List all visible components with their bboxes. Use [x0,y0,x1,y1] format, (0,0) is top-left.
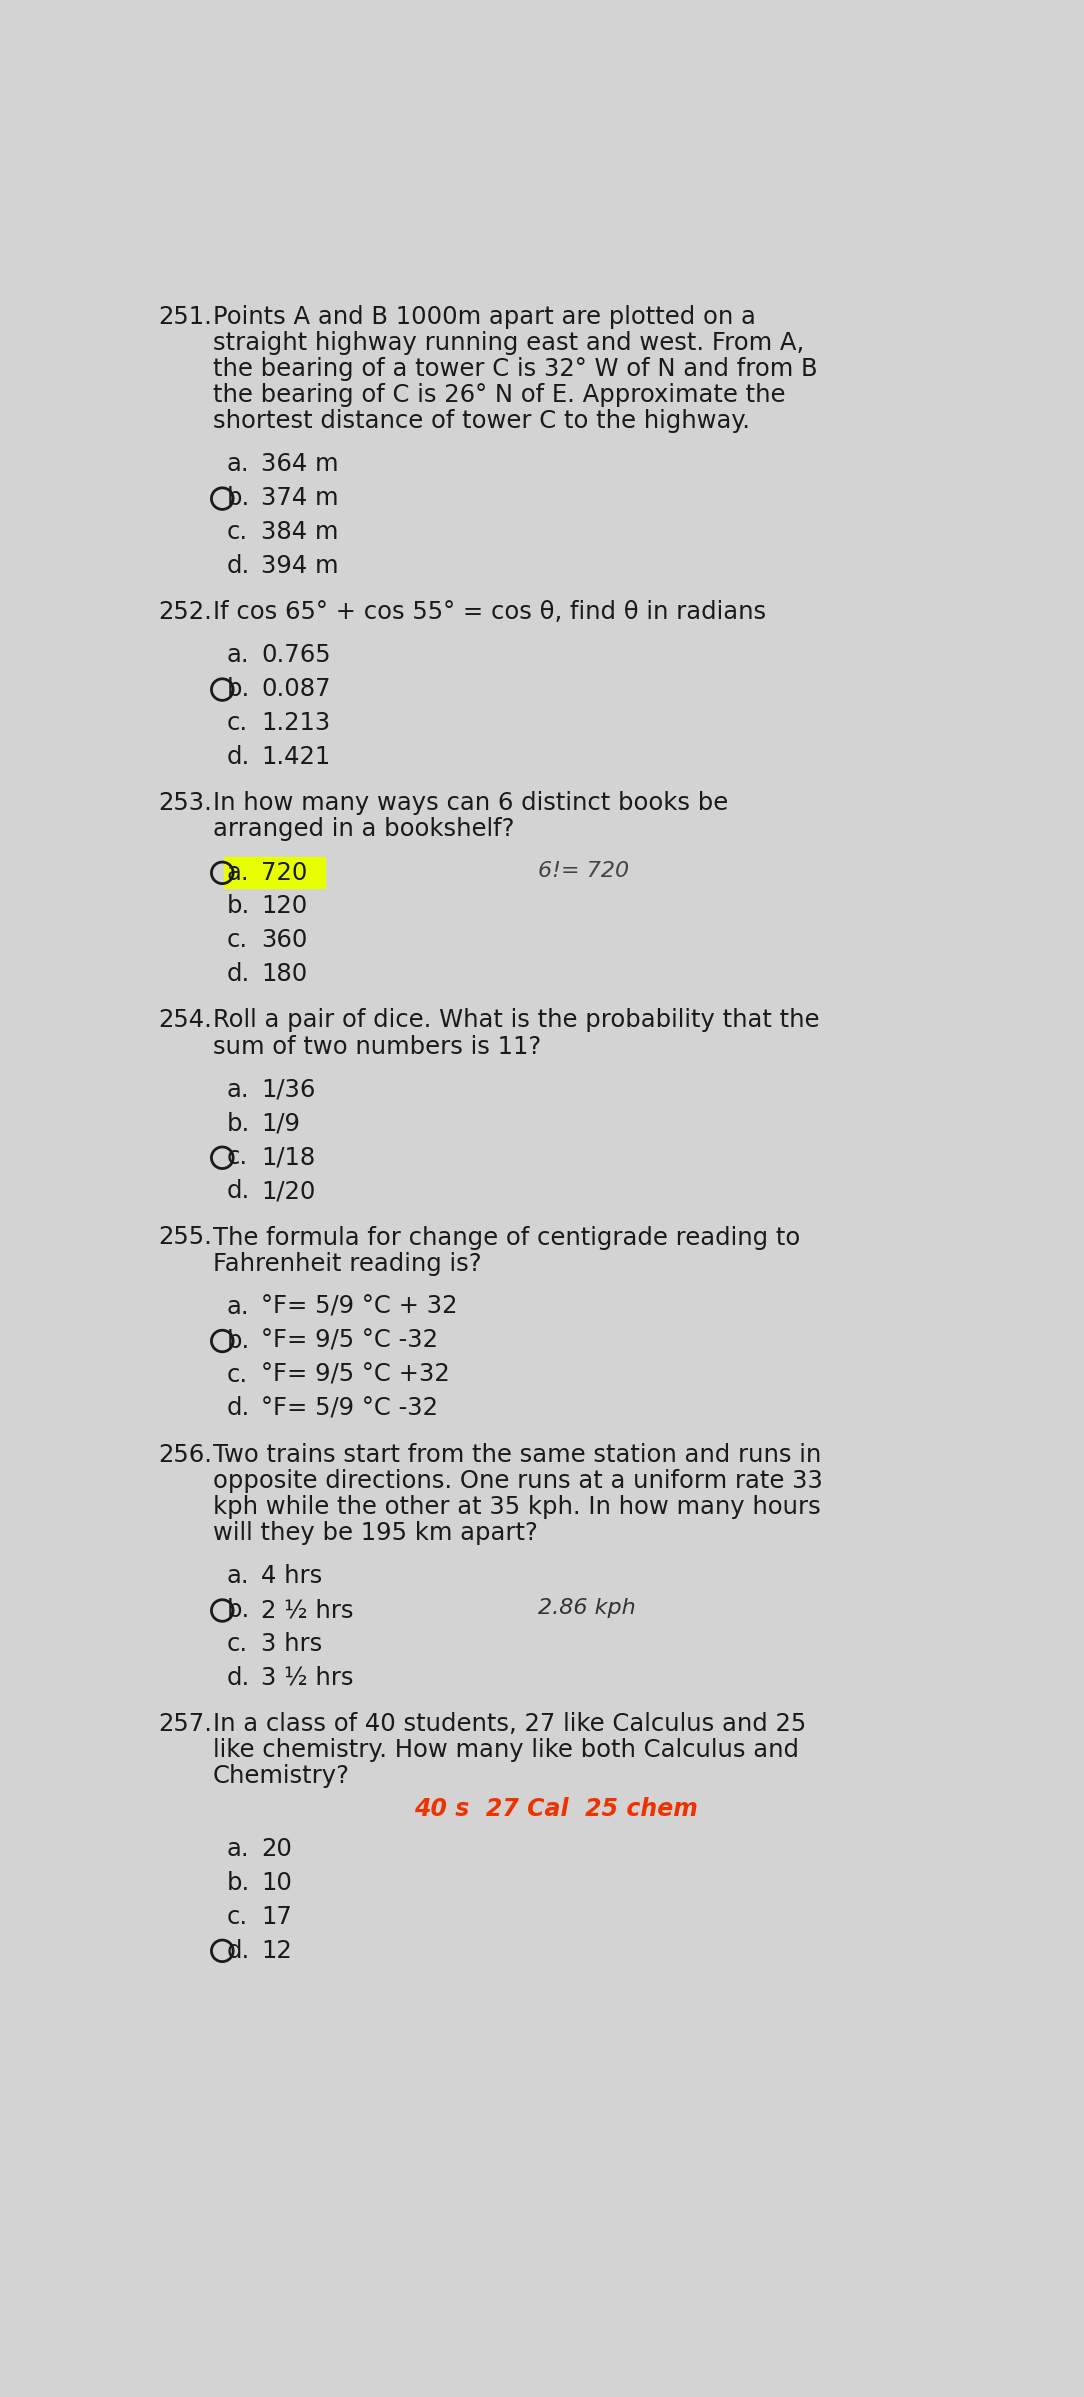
Text: a.: a. [227,861,249,884]
Text: Points A and B 1000m apart are plotted on a: Points A and B 1000m apart are plotted o… [212,304,756,328]
Text: If cos 65° + cos 55° = cos θ, find θ in radians: If cos 65° + cos 55° = cos θ, find θ in … [212,599,766,623]
Text: d.: d. [227,961,250,985]
Text: 1/18: 1/18 [261,1146,315,1170]
Text: Chemistry?: Chemistry? [212,1764,350,1788]
Text: 364 m: 364 m [261,453,338,477]
Text: 20: 20 [261,1836,292,1860]
Text: b.: b. [227,1870,250,1894]
Text: 1.421: 1.421 [261,745,331,769]
Text: 384 m: 384 m [261,520,338,544]
Text: °F= 9/5 °C +32: °F= 9/5 °C +32 [261,1361,450,1385]
Text: 2 ½ hrs: 2 ½ hrs [261,1599,353,1623]
Text: 1/9: 1/9 [261,1112,300,1136]
Text: a.: a. [227,1294,249,1318]
Text: Two trains start from the same station and runs in: Two trains start from the same station a… [212,1443,822,1467]
Text: will they be 195 km apart?: will they be 195 km apart? [212,1522,538,1546]
Text: In a class of 40 students, 27 like Calculus and 25: In a class of 40 students, 27 like Calcu… [212,1711,806,1735]
Text: straight highway running east and west. From A,: straight highway running east and west. … [212,331,804,355]
Text: b.: b. [227,487,250,511]
Text: c.: c. [227,1906,248,1930]
Text: 253.: 253. [158,791,212,815]
Text: c.: c. [227,1632,248,1656]
Text: a.: a. [227,1079,249,1103]
Text: d.: d. [227,745,250,769]
Text: a.: a. [227,1836,249,1860]
Text: 360: 360 [261,928,308,952]
Text: c.: c. [227,712,248,736]
Text: Fahrenheit reading is?: Fahrenheit reading is? [212,1251,481,1275]
Text: °F= 5/9 °C -32: °F= 5/9 °C -32 [261,1397,438,1421]
Text: c.: c. [227,520,248,544]
Text: kph while the other at 35 kph. In how many hours: kph while the other at 35 kph. In how ma… [212,1496,821,1520]
Text: 2.86 kph: 2.86 kph [539,1599,636,1618]
Text: the bearing of C is 26° N of E. Approximate the: the bearing of C is 26° N of E. Approxim… [212,384,786,407]
Text: 40 s  27 Cal  25 chem: 40 s 27 Cal 25 chem [414,1798,698,1822]
Text: d.: d. [227,1666,250,1690]
Text: 256.: 256. [158,1443,212,1467]
Text: The formula for change of centigrade reading to: The formula for change of centigrade rea… [212,1225,800,1249]
Text: 17: 17 [261,1906,292,1930]
Text: 0.765: 0.765 [261,642,331,666]
Text: 374 m: 374 m [261,487,338,511]
Text: 254.: 254. [158,1009,212,1033]
Text: shortest distance of tower C to the highway.: shortest distance of tower C to the high… [212,410,750,434]
Text: opposite directions. One runs at a uniform rate 33: opposite directions. One runs at a unifo… [212,1469,823,1493]
Text: sum of two numbers is 11?: sum of two numbers is 11? [212,1036,541,1059]
Text: b.: b. [227,1112,250,1136]
Text: d.: d. [227,1939,250,1963]
Text: the bearing of a tower C is 32° W of N and from B: the bearing of a tower C is 32° W of N a… [212,357,817,381]
Text: 0.087: 0.087 [261,678,331,702]
Text: b.: b. [227,678,250,702]
Text: arranged in a bookshelf?: arranged in a bookshelf? [212,817,515,841]
Text: °F= 5/9 °C + 32: °F= 5/9 °C + 32 [261,1294,457,1318]
Text: d.: d. [227,1397,250,1421]
Bar [224,858,324,889]
Text: a.: a. [227,1565,249,1589]
Text: 3 ½ hrs: 3 ½ hrs [261,1666,353,1690]
Text: a.: a. [227,642,249,666]
Text: 257.: 257. [158,1711,212,1735]
Text: 180: 180 [261,961,307,985]
Text: 252.: 252. [158,599,212,623]
Text: b.: b. [227,1599,250,1623]
Text: 251.: 251. [158,304,212,328]
Text: 1/36: 1/36 [261,1079,315,1103]
Text: like chemistry. How many like both Calculus and: like chemistry. How many like both Calcu… [212,1738,799,1762]
Text: a.: a. [227,453,249,477]
Text: In how many ways can 6 distinct books be: In how many ways can 6 distinct books be [212,791,728,815]
Text: 10: 10 [261,1870,292,1894]
Text: 1/20: 1/20 [261,1179,315,1203]
Text: d.: d. [227,1179,250,1203]
Text: 12: 12 [261,1939,292,1963]
Text: 720: 720 [261,861,308,884]
Text: c.: c. [227,1146,248,1170]
Text: c.: c. [227,928,248,952]
Text: c.: c. [227,1361,248,1385]
Text: b.: b. [227,894,250,918]
Text: Roll a pair of dice. What is the probability that the: Roll a pair of dice. What is the probabi… [212,1009,820,1033]
Text: °F= 9/5 °C -32: °F= 9/5 °C -32 [261,1328,438,1352]
Text: 255.: 255. [158,1225,212,1249]
Text: 120: 120 [261,894,307,918]
Text: d.: d. [227,554,250,578]
Text: 3 hrs: 3 hrs [261,1632,322,1656]
Text: 6!= 720: 6!= 720 [539,861,630,880]
Text: 1.213: 1.213 [261,712,331,736]
Text: 4 hrs: 4 hrs [261,1565,322,1589]
Text: b.: b. [227,1328,250,1352]
Text: 394 m: 394 m [261,554,338,578]
